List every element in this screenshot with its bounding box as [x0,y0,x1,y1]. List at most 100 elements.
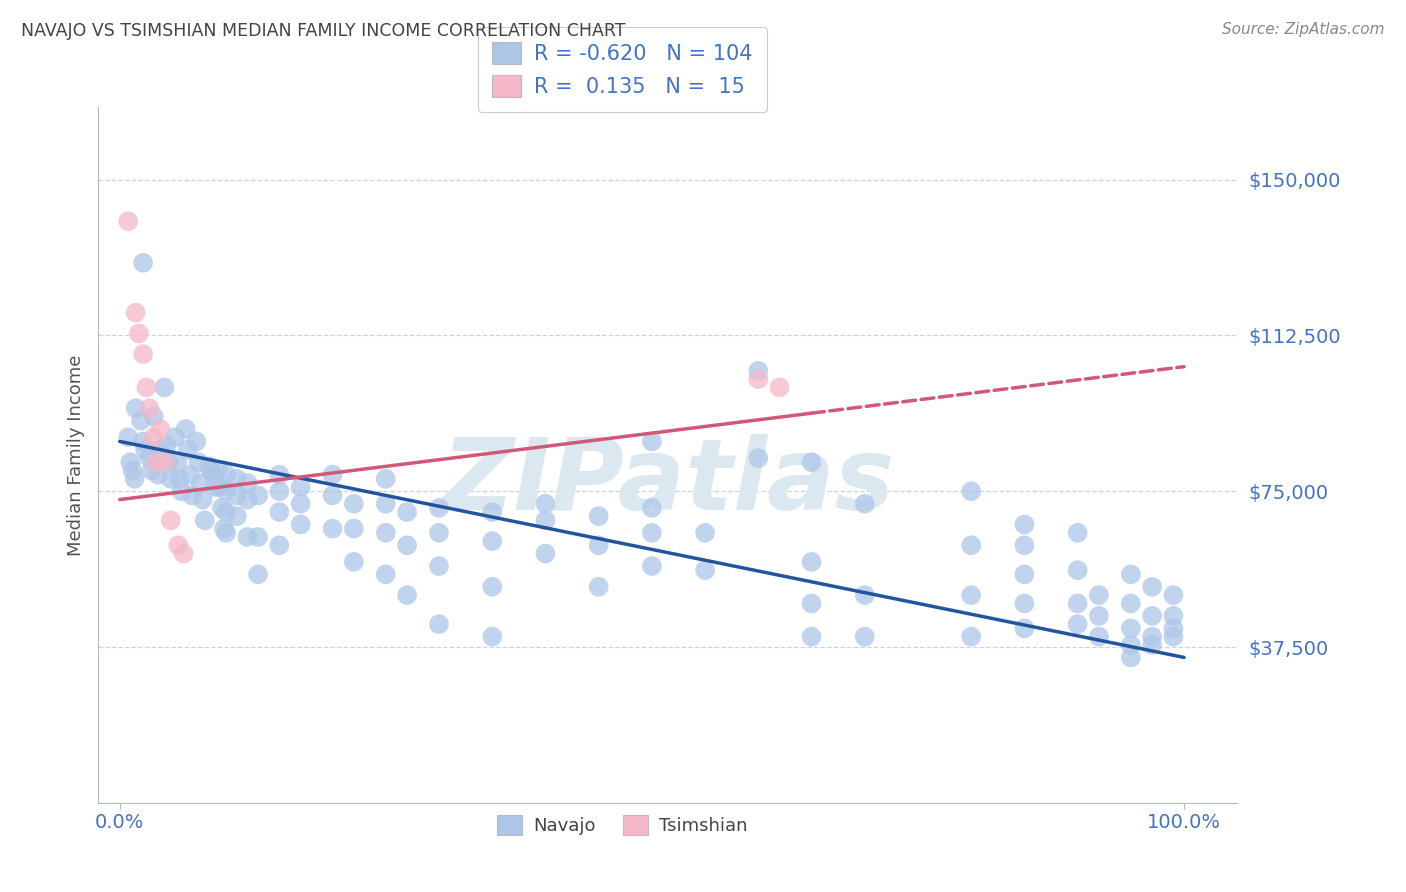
Point [173,547,195,561]
Point [177,442,200,457]
Point [269,505,291,519]
Point [396,538,419,552]
Point [149,422,172,436]
Point [1163,621,1185,635]
Point [427,525,450,540]
Point [225,509,247,524]
Point [236,530,259,544]
Point [1014,596,1036,610]
Point [1014,517,1036,532]
Point [693,525,716,540]
Point [236,475,259,490]
Point [247,488,270,502]
Point [588,538,610,552]
Point [768,380,790,394]
Point [142,430,165,444]
Point [290,497,312,511]
Point [1119,638,1142,652]
Point [132,434,155,449]
Point [374,472,396,486]
Point [204,480,226,494]
Point [343,555,366,569]
Text: Source: ZipAtlas.com: Source: ZipAtlas.com [1222,22,1385,37]
Point [960,538,983,552]
Point [290,517,312,532]
Point [534,497,557,511]
Point [374,567,396,582]
Point [1066,596,1088,610]
Text: ZIPatlas: ZIPatlas [441,434,894,532]
Point [481,630,503,644]
Point [1014,567,1036,582]
Point [1163,608,1185,623]
Point [1140,608,1163,623]
Point [212,522,235,536]
Point [588,509,610,524]
Point [1066,617,1088,632]
Point [134,442,156,457]
Point [167,538,190,552]
Point [207,463,229,477]
Point [481,505,503,519]
Point [1066,563,1088,577]
Point [396,505,419,519]
Point [1088,630,1111,644]
Point [641,434,664,449]
Point [132,347,155,361]
Point [142,409,165,424]
Point [225,488,247,502]
Point [135,380,157,394]
Y-axis label: Median Family Income: Median Family Income [66,354,84,556]
Point [269,538,291,552]
Point [427,500,450,515]
Point [208,480,231,494]
Point [534,513,557,527]
Legend: Navajo, Tsimshian: Navajo, Tsimshian [489,808,755,842]
Point [322,522,344,536]
Point [187,455,209,469]
Point [215,467,238,482]
Point [960,630,983,644]
Point [374,497,396,511]
Point [138,450,160,465]
Point [960,588,983,602]
Point [290,480,312,494]
Point [174,422,197,436]
Point [132,256,155,270]
Point [641,559,664,574]
Point [169,472,191,486]
Point [1140,580,1163,594]
Point [853,588,876,602]
Point [343,522,366,536]
Point [141,463,163,477]
Point [157,455,180,469]
Point [145,455,167,469]
Point [129,414,152,428]
Point [588,580,610,594]
Point [853,630,876,644]
Point [124,472,146,486]
Point [181,488,204,502]
Point [153,380,176,394]
Point [215,525,238,540]
Point [481,580,503,594]
Point [236,492,259,507]
Point [747,364,769,378]
Point [145,455,167,469]
Point [211,500,233,515]
Point [247,530,270,544]
Point [159,472,181,486]
Point [1014,621,1036,635]
Point [374,525,396,540]
Point [191,492,214,507]
Point [1119,621,1142,635]
Point [153,455,176,469]
Point [159,513,181,527]
Point [138,401,160,416]
Point [1066,525,1088,540]
Point [121,463,143,477]
Point [1014,538,1036,552]
Point [269,484,291,499]
Point [146,467,169,482]
Point [186,434,208,449]
